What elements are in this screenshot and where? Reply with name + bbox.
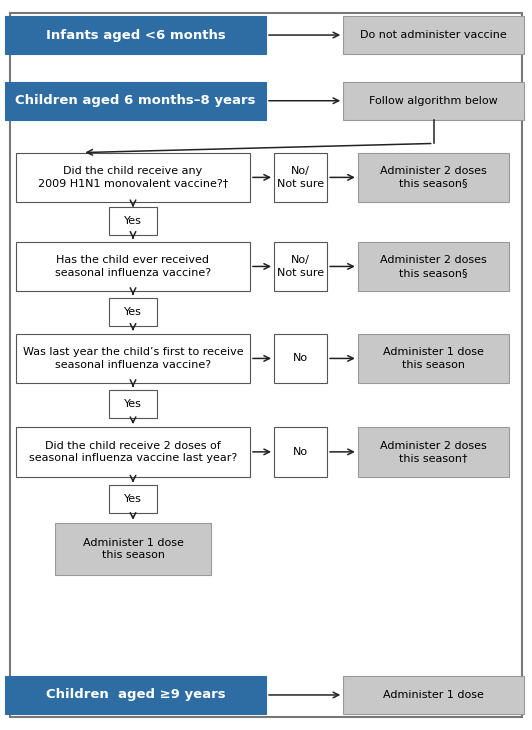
Text: Administer 1 dose
this season: Administer 1 dose this season — [383, 347, 484, 369]
FancyBboxPatch shape — [109, 390, 157, 418]
FancyBboxPatch shape — [274, 153, 327, 202]
FancyBboxPatch shape — [16, 242, 250, 291]
Text: Yes: Yes — [124, 307, 142, 317]
FancyBboxPatch shape — [109, 298, 157, 326]
FancyBboxPatch shape — [5, 676, 266, 714]
FancyBboxPatch shape — [358, 334, 509, 383]
FancyBboxPatch shape — [16, 334, 250, 383]
FancyBboxPatch shape — [343, 16, 524, 54]
Text: Has the child ever received
seasonal influenza vaccine?: Has the child ever received seasonal inf… — [55, 255, 211, 277]
Text: No/
Not sure: No/ Not sure — [277, 166, 324, 188]
Text: Yes: Yes — [124, 216, 142, 226]
Text: Administer 1 dose
this season: Administer 1 dose this season — [82, 538, 184, 560]
FancyBboxPatch shape — [274, 427, 327, 477]
FancyBboxPatch shape — [358, 242, 509, 291]
Text: No: No — [293, 353, 308, 364]
FancyBboxPatch shape — [358, 427, 509, 477]
FancyBboxPatch shape — [343, 676, 524, 714]
FancyBboxPatch shape — [5, 82, 266, 120]
Text: No: No — [293, 447, 308, 457]
FancyBboxPatch shape — [16, 153, 250, 202]
FancyBboxPatch shape — [5, 16, 266, 54]
Text: Infants aged <6 months: Infants aged <6 months — [46, 28, 226, 42]
Text: Yes: Yes — [124, 399, 142, 409]
FancyBboxPatch shape — [16, 427, 250, 477]
FancyBboxPatch shape — [274, 242, 327, 291]
FancyBboxPatch shape — [274, 334, 327, 383]
FancyBboxPatch shape — [10, 13, 522, 717]
Text: Follow algorithm below: Follow algorithm below — [369, 96, 498, 106]
FancyBboxPatch shape — [109, 485, 157, 513]
Text: Did the child receive any
2009 H1N1 monovalent vaccine?†: Did the child receive any 2009 H1N1 mono… — [38, 166, 228, 188]
Text: Administer 2 doses
this season§: Administer 2 doses this season§ — [380, 166, 487, 188]
Text: Administer 2 doses
this season§: Administer 2 doses this season§ — [380, 255, 487, 277]
FancyBboxPatch shape — [54, 523, 211, 575]
Text: Administer 2 doses
this season†: Administer 2 doses this season† — [380, 441, 487, 463]
Text: Children aged 6 months–8 years: Children aged 6 months–8 years — [15, 94, 256, 107]
FancyBboxPatch shape — [109, 207, 157, 235]
Text: No/
Not sure: No/ Not sure — [277, 255, 324, 277]
Text: Was last year the child’s first to receive
seasonal influenza vaccine?: Was last year the child’s first to recei… — [23, 347, 243, 369]
Text: Administer 1 dose: Administer 1 dose — [383, 690, 484, 700]
Text: Do not administer vaccine: Do not administer vaccine — [360, 30, 507, 40]
Text: Yes: Yes — [124, 494, 142, 504]
Text: Children  aged ≥9 years: Children aged ≥9 years — [46, 688, 226, 702]
FancyBboxPatch shape — [358, 153, 509, 202]
Text: Did the child receive 2 doses of
seasonal influenza vaccine last year?: Did the child receive 2 doses of seasona… — [29, 441, 237, 463]
FancyBboxPatch shape — [343, 82, 524, 120]
